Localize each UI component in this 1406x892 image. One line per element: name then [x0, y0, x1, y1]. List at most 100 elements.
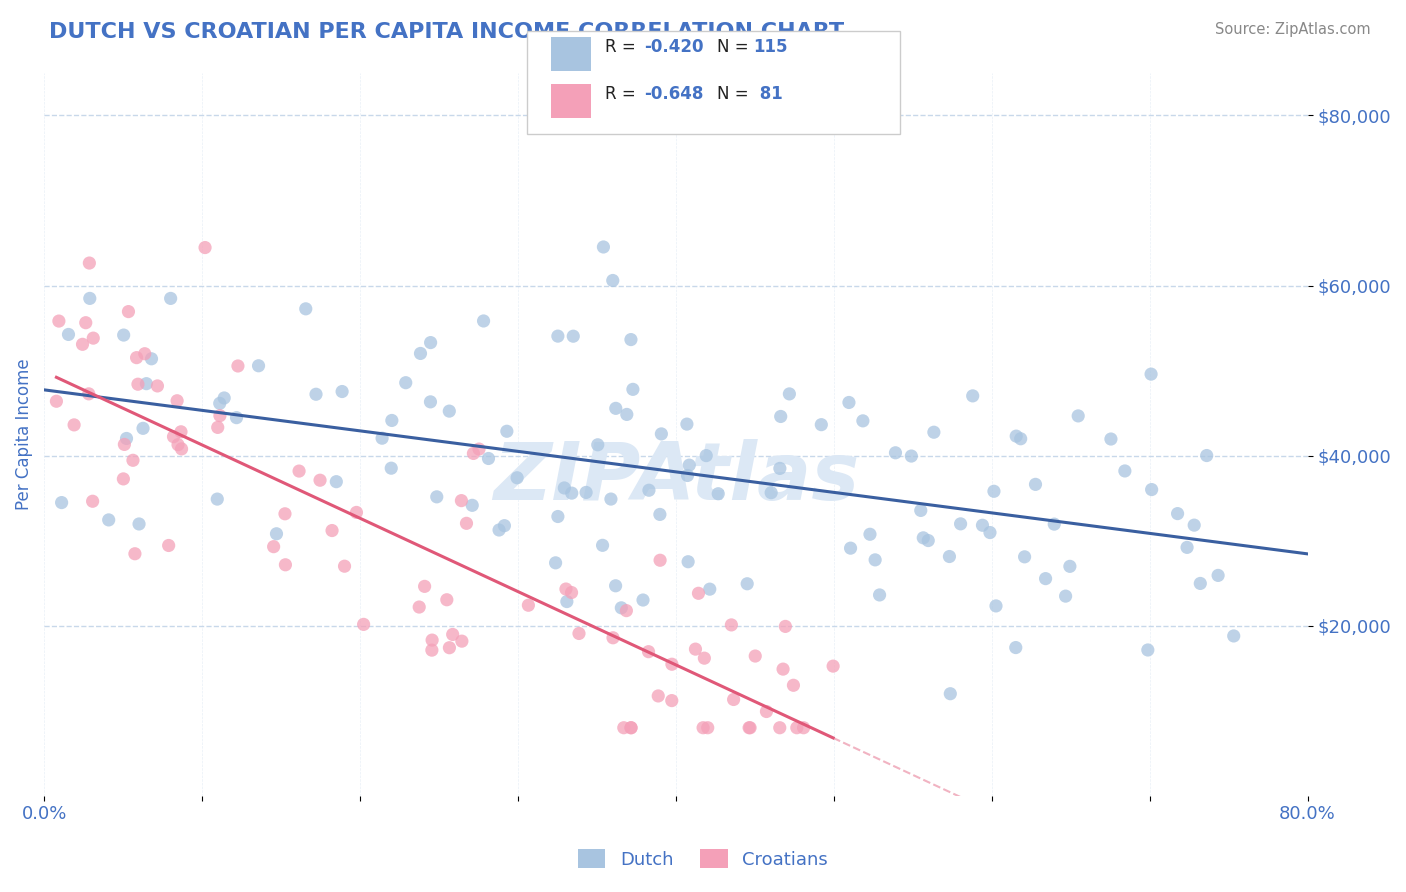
Point — [859, 527, 882, 541]
Text: Source: ZipAtlas.com: Source: ZipAtlas.com — [1215, 22, 1371, 37]
Point — [51, 495, 73, 509]
Point — [146, 379, 169, 393]
Point — [723, 692, 745, 706]
Point — [48, 314, 70, 328]
Point — [117, 304, 139, 318]
Point — [912, 531, 935, 545]
Point — [738, 721, 761, 735]
Text: 115: 115 — [754, 38, 789, 56]
Point — [769, 461, 792, 475]
Point — [648, 508, 671, 522]
Point — [135, 376, 157, 391]
Point — [1054, 589, 1077, 603]
Point — [1167, 507, 1189, 521]
Point — [294, 301, 316, 316]
Point — [544, 556, 567, 570]
Point — [1140, 367, 1163, 381]
Point — [1175, 541, 1198, 555]
Legend: Dutch, Croatians: Dutch, Croatians — [571, 842, 835, 876]
Text: ZIPAtlas: ZIPAtlas — [492, 439, 859, 516]
Point — [436, 592, 458, 607]
Point — [1114, 464, 1136, 478]
Point — [207, 420, 229, 434]
Point — [494, 518, 516, 533]
Text: R =: R = — [605, 38, 641, 56]
Point — [972, 518, 994, 533]
Point — [616, 604, 638, 618]
Point — [63, 417, 86, 432]
Text: -0.420: -0.420 — [644, 38, 703, 56]
Point — [575, 485, 598, 500]
Point — [266, 526, 288, 541]
Point — [1136, 643, 1159, 657]
Point — [441, 627, 464, 641]
Point — [395, 376, 418, 390]
Point — [638, 483, 661, 498]
Text: -0.648: -0.648 — [644, 85, 703, 103]
Point — [419, 395, 441, 409]
Point — [1195, 449, 1218, 463]
Point — [1014, 549, 1036, 564]
Point — [786, 721, 808, 735]
Point — [439, 640, 461, 655]
Point — [772, 662, 794, 676]
Point — [793, 721, 815, 735]
Point — [769, 409, 792, 424]
Point — [962, 389, 984, 403]
Point — [775, 619, 797, 633]
Point — [676, 468, 699, 483]
Point — [555, 594, 578, 608]
Point — [869, 588, 891, 602]
Point — [450, 493, 472, 508]
Point — [699, 582, 721, 596]
Point — [692, 721, 714, 735]
Point — [371, 431, 394, 445]
Point — [79, 256, 101, 270]
Point — [720, 618, 742, 632]
Point — [72, 337, 94, 351]
Point — [610, 600, 633, 615]
Point — [744, 648, 766, 663]
Text: DUTCH VS CROATIAN PER CAPITA INCOME CORRELATION CHART: DUTCH VS CROATIAN PER CAPITA INCOME CORR… — [49, 22, 845, 42]
Point — [650, 426, 672, 441]
Point — [157, 539, 180, 553]
Point — [79, 292, 101, 306]
Point — [553, 481, 575, 495]
Point — [288, 464, 311, 478]
Point — [696, 721, 718, 735]
Point — [939, 687, 962, 701]
Point — [938, 549, 960, 564]
Point — [380, 461, 402, 475]
Point — [420, 643, 443, 657]
Point — [621, 382, 644, 396]
Point — [620, 721, 643, 735]
Point — [555, 582, 578, 596]
Point — [637, 645, 659, 659]
Point — [122, 453, 145, 467]
Point — [605, 401, 627, 416]
Point — [647, 689, 669, 703]
Point — [426, 490, 449, 504]
Point — [648, 553, 671, 567]
Point — [839, 541, 862, 556]
Point — [561, 585, 583, 599]
Point — [170, 442, 193, 456]
Point — [325, 475, 347, 489]
Point — [159, 292, 181, 306]
Point — [547, 509, 569, 524]
Point — [661, 693, 683, 707]
Point — [381, 413, 404, 427]
Point — [82, 494, 104, 508]
Point — [212, 391, 235, 405]
Point — [409, 346, 432, 360]
Text: R =: R = — [605, 85, 641, 103]
Point — [922, 425, 945, 440]
Point — [274, 507, 297, 521]
Point — [439, 404, 461, 418]
Point — [823, 659, 845, 673]
Point — [1005, 429, 1028, 443]
Point — [419, 335, 441, 350]
Point — [124, 547, 146, 561]
Point — [592, 538, 614, 552]
Point — [1067, 409, 1090, 423]
